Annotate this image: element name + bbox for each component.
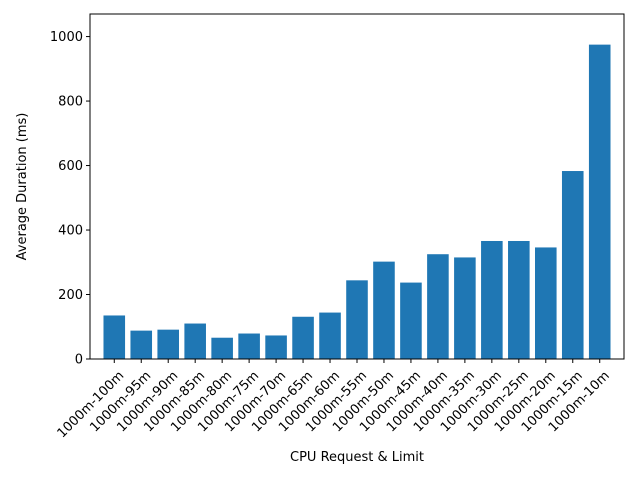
plot-frame xyxy=(89,13,625,360)
bar-1000m-60m xyxy=(319,312,341,359)
bar-1000m-15m xyxy=(561,171,584,359)
bar-1000m-50m xyxy=(373,261,395,359)
y-tick-label: 400 xyxy=(58,224,83,239)
bar-1000m-75m xyxy=(238,333,260,359)
x-axis-label: CPU Request & Limit xyxy=(290,450,424,465)
bar-1000m-95m xyxy=(130,330,153,359)
y-axis-ticks: 0 200 400 600 800 1000 xyxy=(50,30,90,368)
y-tick-label: 1000 xyxy=(50,30,83,45)
bar-1000m-80m xyxy=(211,337,233,359)
bar-1000m-40m xyxy=(427,254,449,359)
bar-1000m-25m xyxy=(508,240,530,359)
x-axis-ticks: 1000m-100m1000m-95m1000m-90m1000m-85m100… xyxy=(55,359,613,441)
bar-1000m-10m xyxy=(588,44,611,360)
y-tick-label: 800 xyxy=(58,95,83,110)
y-tick-label: 600 xyxy=(58,159,83,174)
bar-1000m-70m xyxy=(265,335,287,359)
y-tick-label: 200 xyxy=(58,288,83,303)
bar-1000m-65m xyxy=(292,316,314,359)
bars xyxy=(103,44,611,360)
y-axis-label: Average Duration (ms) xyxy=(15,113,30,261)
bar-1000m-100m xyxy=(103,315,126,359)
bar-1000m-35m xyxy=(454,257,476,359)
bar-1000m-20m xyxy=(535,247,557,359)
bar-1000m-55m xyxy=(346,280,368,359)
bar-1000m-45m xyxy=(400,282,422,359)
bar-1000m-85m xyxy=(184,323,206,359)
bar-1000m-90m xyxy=(157,329,179,359)
bar-1000m-30m xyxy=(481,240,503,359)
y-tick-label: 0 xyxy=(75,353,83,368)
